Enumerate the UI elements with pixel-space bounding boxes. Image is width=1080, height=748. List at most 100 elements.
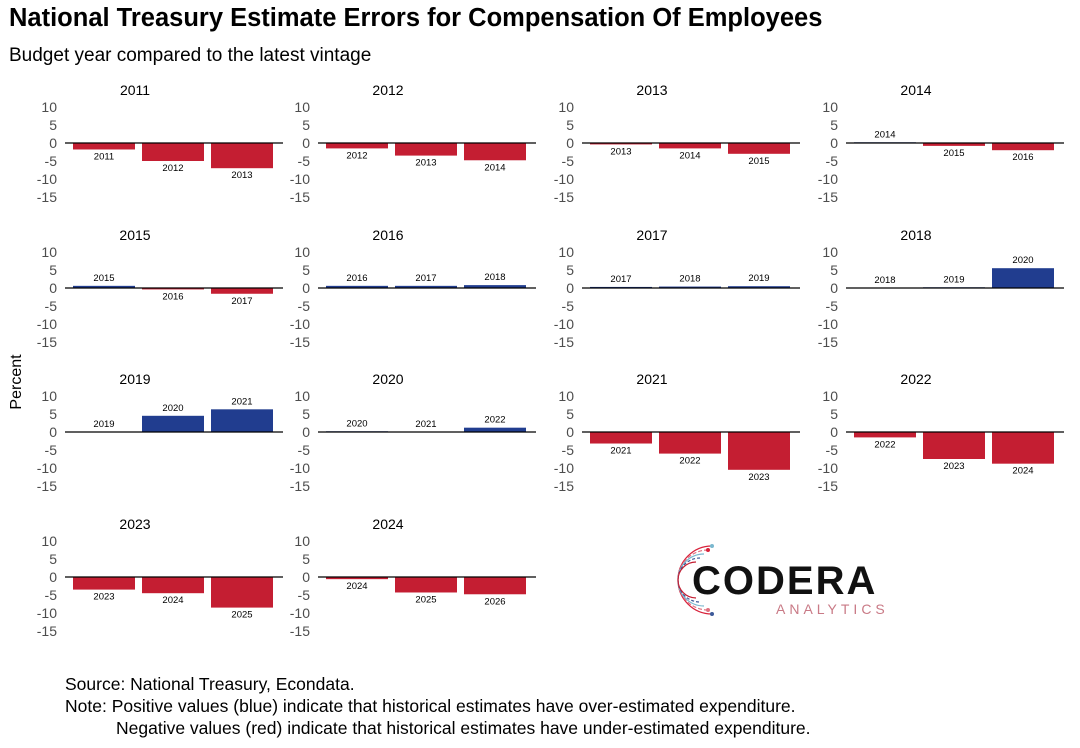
panel-plot: 10 5 0 -5 -10 -15 2014 2015 2016 (818, 99, 1064, 205)
panel-plot: 10 5 0 -5 -10 -15 2011 2012 2013 (37, 99, 283, 205)
bar-2023 (923, 432, 985, 459)
y-tick-label: 10 (41, 99, 57, 115)
bar-2024 (326, 577, 388, 580)
panel-title: 2018 (900, 227, 932, 243)
bar-label: 2017 (610, 274, 631, 285)
y-tick-label: 0 (830, 424, 838, 440)
y-tick-label: -15 (554, 334, 574, 350)
y-tick-label: 10 (294, 533, 310, 549)
y-tick-label: -10 (37, 171, 57, 187)
logo-wordmark: CODERA (692, 559, 877, 603)
panel-title: 2011 (119, 82, 151, 98)
y-tick-label: -15 (37, 189, 57, 205)
bar-2024 (992, 432, 1054, 464)
bar-label: 2020 (346, 418, 367, 429)
bar-label: 2018 (484, 272, 505, 283)
bar-2023 (728, 432, 790, 470)
bar-label: 2026 (484, 596, 505, 607)
y-tick-label: 10 (822, 244, 838, 260)
panel-2023: 2023 10 5 0 -5 -10 -15 2023 2024 2025 (10, 516, 283, 656)
bar-label: 2020 (1012, 255, 1033, 266)
bar-label: 2024 (162, 595, 183, 606)
y-tick-label: -15 (290, 189, 310, 205)
y-tick-label: 5 (49, 117, 57, 133)
y-tick-label: -10 (37, 605, 57, 621)
y-tick-label: -5 (298, 153, 311, 169)
chart-title: National Treasury Estimate Errors for Co… (9, 4, 823, 32)
bar-2012 (326, 143, 388, 149)
y-tick-label: -10 (554, 460, 574, 476)
bar-2026 (464, 577, 526, 595)
bar-label: 2019 (943, 274, 964, 285)
y-tick-label: -5 (826, 442, 839, 458)
y-tick-label: -10 (37, 460, 57, 476)
panel-plot: 10 5 0 -5 -10 -15 2013 2014 2015 (554, 99, 800, 205)
y-tick-label: -10 (818, 460, 838, 476)
panel-title: 2020 (372, 371, 404, 387)
bar-label: 2016 (162, 291, 183, 302)
panel-2024: 2024 10 5 0 -5 -10 -15 2024 2025 2026 (263, 516, 536, 656)
panel-2017: 2017 10 5 0 -5 -10 -15 2017 2018 2019 (527, 227, 800, 367)
bar-label: 2012 (162, 163, 183, 174)
y-tick-label: 0 (566, 424, 574, 440)
panel-title: 2021 (636, 371, 668, 387)
panel-plot: 10 5 0 -5 -10 -15 2021 2022 2023 (554, 388, 800, 494)
bar-2020 (992, 268, 1054, 288)
bar-2022 (464, 427, 526, 432)
bar-label: 2013 (231, 170, 252, 181)
panel-title: 2016 (372, 227, 404, 243)
panel-title: 2015 (119, 227, 151, 243)
y-tick-label: 10 (41, 533, 57, 549)
y-tick-label: 5 (830, 117, 838, 133)
y-tick-label: -15 (818, 334, 838, 350)
y-tick-label: 0 (830, 280, 838, 296)
bar-2025 (395, 577, 457, 593)
y-tick-label: -5 (45, 153, 58, 169)
bar-2015 (73, 285, 135, 288)
panel-2011: 2011 10 5 0 -5 -10 -15 2011 2012 2013 (10, 82, 283, 222)
panel-plot: 10 5 0 -5 -10 -15 2016 2017 2018 (290, 244, 536, 350)
bar-label: 2015 (943, 148, 964, 159)
panel-plot: 10 5 0 -5 -10 -15 2024 2025 2026 (290, 533, 536, 639)
panel-2022: 2022 10 5 0 -5 -10 -15 2022 2023 2024 (791, 371, 1064, 511)
y-tick-label: 10 (41, 388, 57, 404)
y-tick-label: -10 (290, 605, 310, 621)
panel-plot: 10 5 0 -5 -10 -15 2020 2021 2022 (290, 388, 536, 494)
panel-2020: 2020 10 5 0 -5 -10 -15 2020 2021 2022 (263, 371, 536, 511)
y-tick-label: 0 (49, 135, 57, 151)
bar-label: 2011 (94, 151, 114, 162)
panel-plot: 10 5 0 -5 -10 -15 2018 2019 2020 (818, 244, 1064, 350)
y-tick-label: 5 (302, 117, 310, 133)
bar-2013 (590, 143, 652, 145)
bar-2015 (728, 143, 790, 154)
panel-2019: 2019 10 5 0 -5 -10 -15 2019 2020 2021 (10, 371, 283, 511)
bar-label: 2018 (874, 275, 895, 286)
bar-label: 2024 (1012, 466, 1033, 477)
y-tick-label: 5 (566, 406, 574, 422)
panel-title: 2013 (636, 82, 668, 98)
bar-2021 (211, 409, 273, 432)
y-tick-label: -10 (290, 460, 310, 476)
y-tick-label: -15 (37, 334, 57, 350)
bar-label: 2025 (415, 594, 436, 605)
bar-label: 2023 (93, 592, 114, 603)
bar-2019 (728, 286, 790, 288)
y-tick-label: -5 (298, 298, 311, 314)
bar-label: 2021 (610, 446, 631, 457)
y-tick-label: -15 (290, 478, 310, 494)
bar-2013 (211, 143, 273, 169)
y-tick-label: 5 (49, 551, 57, 567)
bar-label: 2023 (748, 472, 769, 483)
y-tick-label: 5 (566, 117, 574, 133)
bar-label: 2020 (162, 403, 183, 414)
panel-plot: 10 5 0 -5 -10 -15 2019 2020 2021 (37, 388, 283, 494)
y-tick-label: 5 (49, 406, 57, 422)
bar-2014 (464, 143, 526, 161)
panel-title: 2012 (372, 82, 404, 98)
bar-2011 (73, 143, 135, 150)
bar-2023 (73, 577, 135, 590)
bar-2018 (659, 286, 721, 288)
y-tick-label: -15 (290, 334, 310, 350)
panel-title: 2017 (636, 227, 668, 243)
panel-title: 2024 (372, 516, 404, 532)
